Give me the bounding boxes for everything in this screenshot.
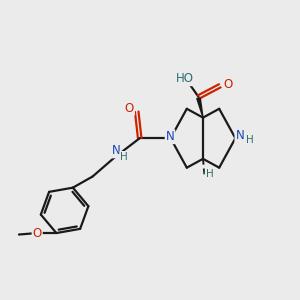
- Text: HO: HO: [176, 72, 194, 85]
- Text: N: N: [166, 130, 174, 143]
- Polygon shape: [197, 98, 203, 118]
- Text: H: H: [120, 152, 128, 162]
- Text: N: N: [112, 144, 121, 158]
- Text: O: O: [33, 226, 42, 239]
- Text: H: H: [246, 135, 254, 145]
- Text: O: O: [224, 78, 233, 91]
- Text: O: O: [125, 102, 134, 115]
- Text: N: N: [236, 129, 244, 142]
- Text: H: H: [206, 169, 213, 179]
